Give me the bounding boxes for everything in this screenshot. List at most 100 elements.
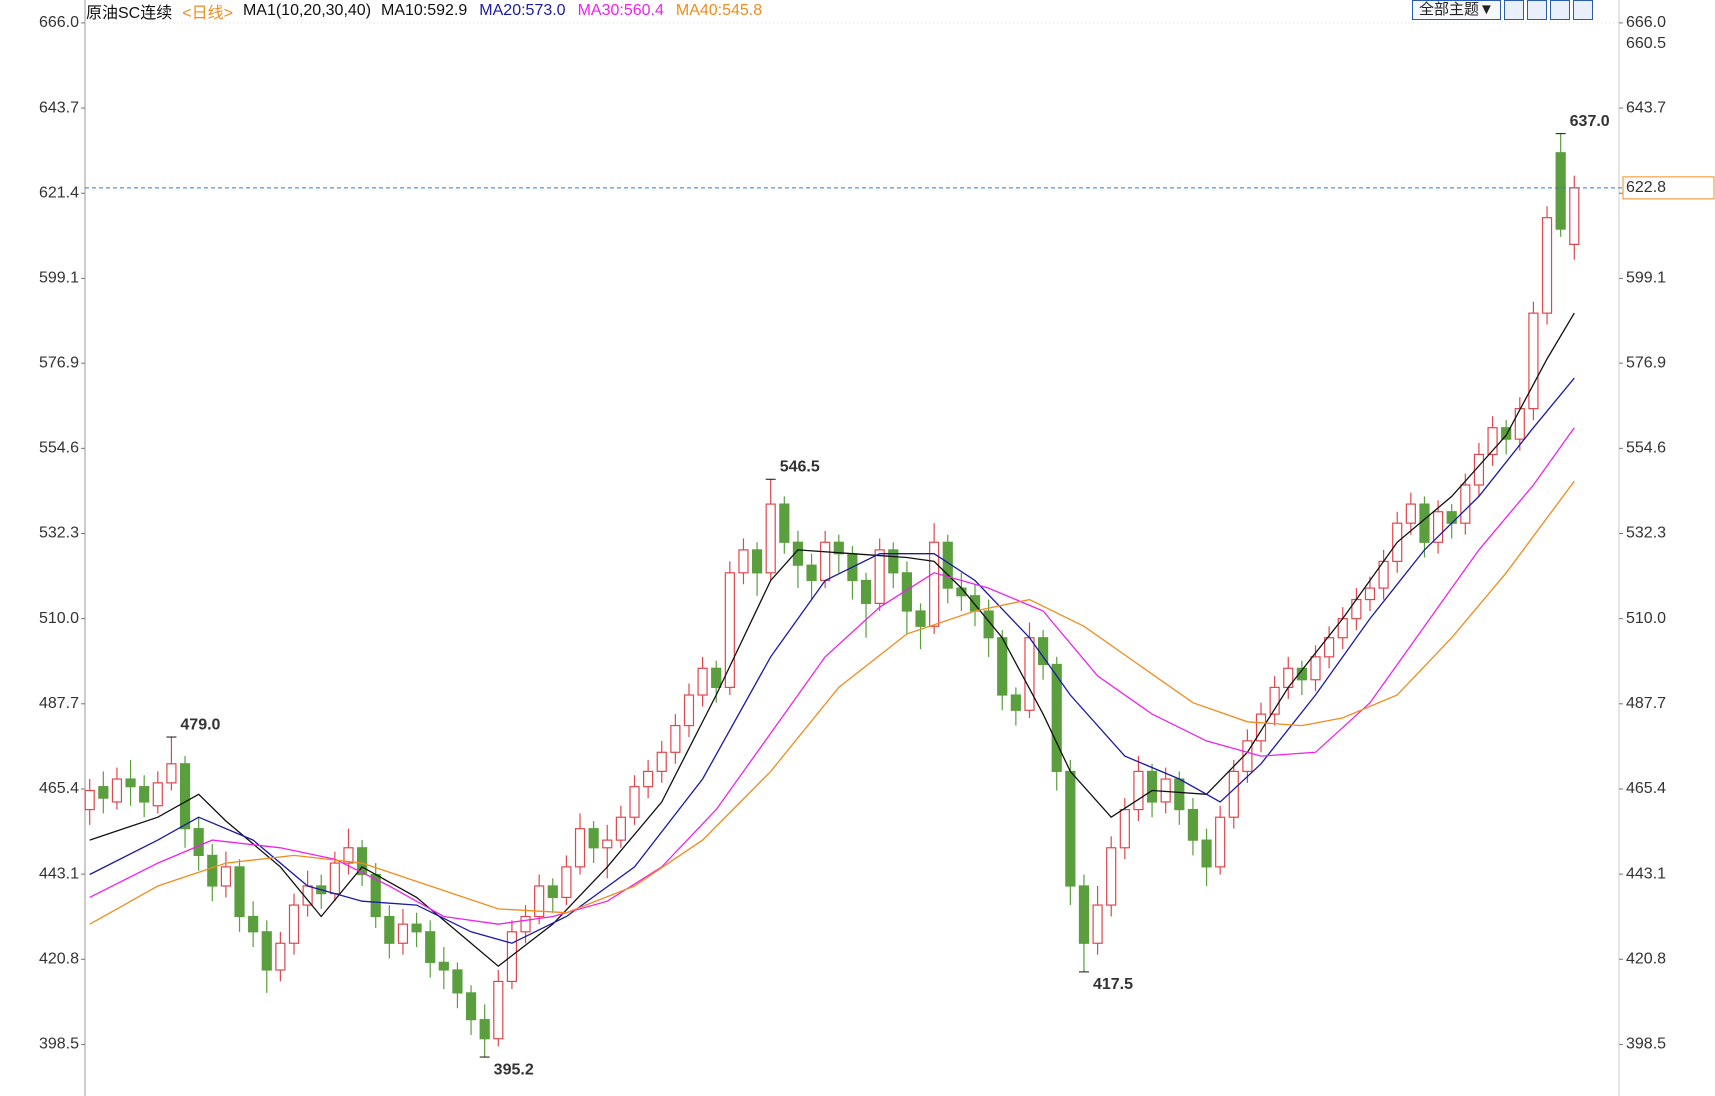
candle-body (711, 667, 722, 688)
tool-icon[interactable] (1572, 0, 1593, 20)
candle-body (1024, 637, 1035, 711)
chart-title: 原油SC连续 (86, 5, 173, 22)
candle-body (656, 751, 667, 773)
candle-body (738, 549, 749, 574)
candle-body (534, 885, 545, 918)
candle-body (275, 942, 286, 971)
candle-body (1296, 667, 1307, 681)
candle-body (1555, 152, 1566, 230)
candle-body (1501, 427, 1512, 440)
candle-body (506, 931, 518, 983)
y-tick-label-right: 510.0 (1626, 610, 1666, 627)
y-tick-label: 554.6 (39, 440, 79, 457)
candle-body (520, 915, 531, 933)
chart-header: 原油SC连续 <日线> MA1(10,20,30,40) MA10:592.9 M… (86, 0, 762, 22)
candle-body (1528, 312, 1539, 410)
candle-body (724, 572, 735, 688)
candle-body (901, 572, 913, 612)
candle-body (357, 847, 368, 876)
candle-body (643, 770, 654, 788)
candle-body (1092, 904, 1103, 944)
candle-body (915, 610, 926, 627)
extreme-label: 417.5 (1093, 976, 1133, 993)
candle-body (1514, 408, 1525, 440)
candle-body (425, 931, 436, 963)
candle-body (1446, 511, 1457, 524)
y-tick-label: 532.3 (39, 525, 79, 542)
candle-body (1351, 598, 1362, 620)
candle-body (561, 866, 572, 899)
candle-body (1255, 713, 1267, 742)
candle-body (1119, 808, 1130, 849)
y-tick-label: 487.7 (39, 695, 79, 712)
last-price-box (1622, 176, 1715, 200)
candle-body (1174, 778, 1185, 811)
candle-body (997, 637, 1008, 696)
candle-body (179, 763, 191, 830)
y-tick-label: 643.7 (39, 99, 79, 116)
candle-body (193, 828, 204, 857)
candle-body (397, 923, 409, 944)
tool-icon[interactable] (1549, 0, 1570, 20)
candle-body (1146, 770, 1158, 803)
candle-body (248, 915, 259, 933)
y-tick-label: 398.5 (39, 1036, 79, 1053)
candle-body (874, 549, 885, 604)
candle-body (1405, 503, 1416, 524)
candle-body (888, 549, 899, 574)
candle-body (615, 816, 626, 841)
candle-body (1569, 187, 1580, 246)
candle-body (806, 564, 817, 582)
period-label: <日线> (182, 5, 233, 22)
candle-body (288, 904, 300, 944)
y-tick-label-right: 465.4 (1626, 780, 1666, 797)
candle-body (1283, 667, 1294, 688)
y-tick-label-right: 487.7 (1626, 695, 1666, 712)
ma-line (89, 427, 1575, 925)
candle-body (411, 923, 422, 933)
candle-body (438, 961, 449, 971)
candle-body (1187, 808, 1199, 841)
candle-body (765, 503, 776, 574)
y-tick-label-right: 576.9 (1626, 354, 1666, 371)
candle-body (1541, 217, 1553, 314)
y-tick-label-right: 532.3 (1626, 525, 1666, 542)
candle-body (697, 667, 708, 696)
candle-body (751, 549, 763, 574)
candle-body (479, 1019, 490, 1040)
legend-entry: MA30:560.4 (577, 2, 664, 19)
candle-body (1432, 511, 1444, 543)
extreme-label: 395.2 (494, 1061, 534, 1078)
candle-body (929, 541, 940, 627)
tool-icon[interactable] (1526, 0, 1547, 20)
candle-body (1324, 637, 1335, 658)
candle-body (1051, 663, 1062, 773)
candle-body (602, 839, 613, 849)
candle-body (234, 866, 245, 918)
candle-body (452, 969, 463, 994)
candle-body (833, 541, 844, 555)
candle-body (779, 503, 790, 543)
candle-body (547, 885, 558, 899)
candle-body (1133, 770, 1144, 811)
tool-icon[interactable] (1503, 0, 1524, 20)
candle-body (1065, 770, 1076, 887)
y-tick-label: 666.0 (39, 14, 79, 31)
y-tick-label: 443.1 (39, 865, 79, 882)
y-tick-label: 465.4 (39, 780, 79, 797)
theme-button[interactable]: 全部主题▼ (1412, 0, 1501, 20)
legend-entry: MA20:573.0 (479, 2, 566, 19)
candle-body (329, 862, 340, 895)
candle-body (166, 763, 177, 784)
candle-body (670, 724, 681, 753)
candle-body (1160, 778, 1171, 803)
candle-body (1473, 453, 1485, 486)
candle-body (1010, 694, 1021, 711)
toolbar: 全部主题▼ (1412, 0, 1593, 20)
candle-body (1106, 847, 1117, 906)
candle-body (983, 610, 994, 639)
candle-body (152, 782, 163, 807)
extreme-label: 546.5 (780, 458, 820, 475)
